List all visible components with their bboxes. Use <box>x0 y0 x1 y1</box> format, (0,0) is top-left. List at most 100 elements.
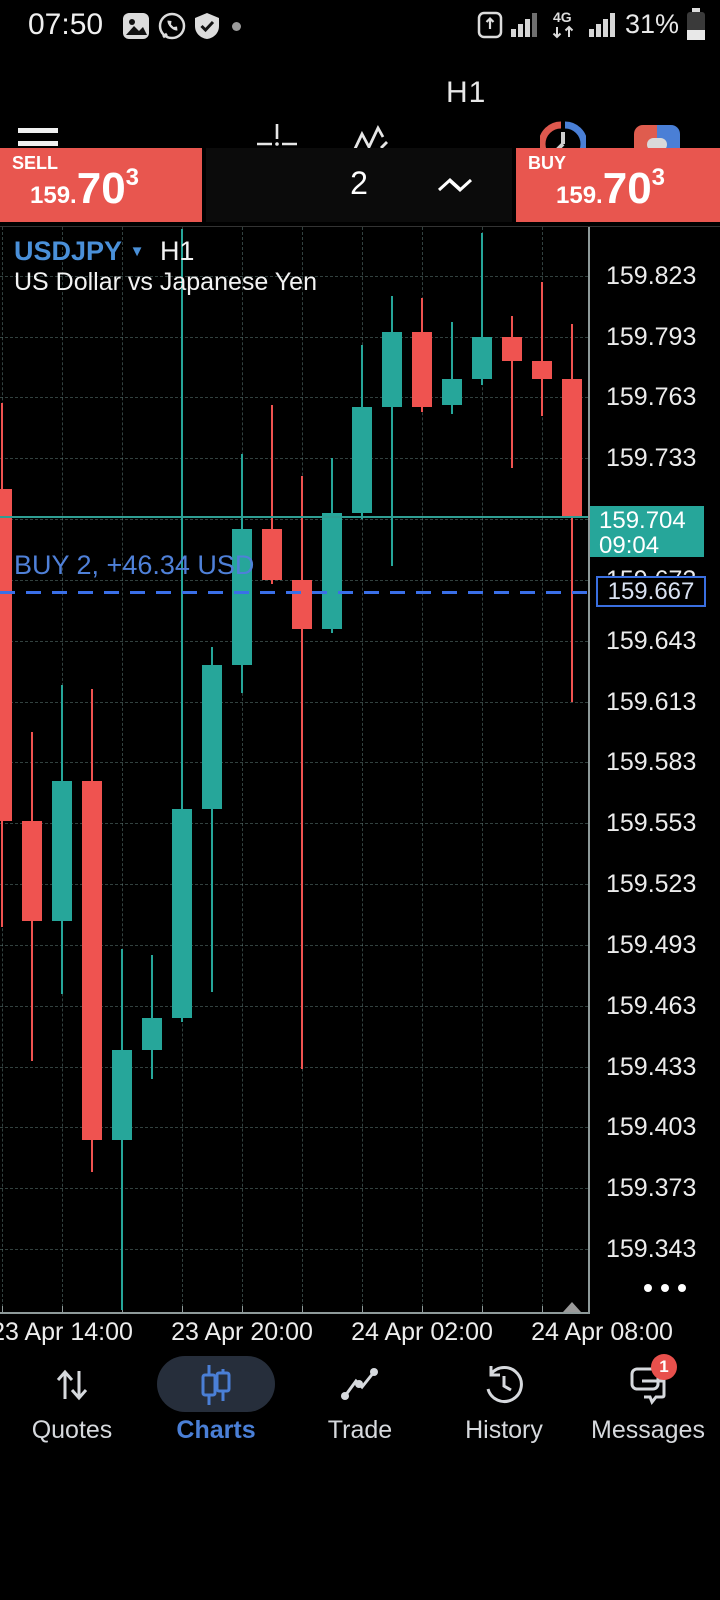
price-axis-label: 159.433 <box>606 1053 697 1081</box>
vertical-gridline <box>362 227 363 1312</box>
vertical-gridline <box>482 227 483 1312</box>
nav-label-messages: Messages <box>591 1416 705 1444</box>
horizontal-gridline <box>0 702 588 703</box>
time-tick <box>302 1306 303 1312</box>
price-axis-line[interactable] <box>588 227 590 1313</box>
whatsapp-notification-icon <box>158 12 186 40</box>
price-axis-label: 159.583 <box>606 748 697 776</box>
price-axis-label: 159.613 <box>606 688 697 716</box>
axis-menu-dots[interactable] <box>644 1284 686 1292</box>
vertical-gridline <box>122 227 123 1312</box>
symbol-dropdown-icon[interactable]: ▼ <box>129 243 145 260</box>
price-axis-label: 159.823 <box>606 262 697 290</box>
candle-wick <box>541 282 543 416</box>
vertical-gridline <box>242 227 243 1312</box>
horizontal-gridline <box>0 276 588 277</box>
time-tick <box>542 1306 543 1312</box>
candle-body <box>112 1050 132 1140</box>
candle-body <box>52 781 72 921</box>
current-price-badge: 159.704 09:04 <box>590 506 704 558</box>
horizontal-gridline <box>0 337 588 338</box>
buy-price: 159.703 <box>556 164 666 213</box>
messages-badge: 1 <box>651 1354 677 1380</box>
time-axis-line[interactable] <box>0 1312 590 1314</box>
quotes-arrows-icon <box>56 1369 88 1401</box>
time-tick <box>2 1306 3 1312</box>
data-saver-icon <box>477 11 503 39</box>
symbol-timeframe: H1 <box>159 236 195 266</box>
network-4g-icon: 4G <box>552 9 574 39</box>
horizontal-gridline <box>0 823 588 824</box>
candle-body <box>22 821 42 921</box>
nav-label-charts: Charts <box>176 1416 256 1444</box>
candle-wick <box>451 322 453 414</box>
gallery-notification-icon <box>123 13 149 39</box>
open-position-label[interactable]: BUY 2, +46.34 USD <box>14 550 255 580</box>
price-axis-label: 159.643 <box>606 627 697 655</box>
volume-increase-button[interactable] <box>420 169 480 201</box>
candle-wick <box>271 405 273 584</box>
candle-body <box>412 332 432 407</box>
candle-wick <box>211 647 213 992</box>
chart-top-border <box>0 226 720 227</box>
symbol-description: US Dollar vs Japanese Yen <box>14 268 317 296</box>
candle-wick <box>181 229 183 1022</box>
charts-candles-icon <box>201 1365 231 1405</box>
nav-label-quotes: Quotes <box>31 1416 113 1444</box>
candle-body <box>262 529 282 580</box>
price-axis-label: 159.763 <box>606 383 697 411</box>
notification-dot-icon <box>232 22 241 31</box>
nav-item-quotes[interactable]: Quotes <box>0 1352 144 1468</box>
crosshair-icon[interactable] <box>255 122 299 166</box>
candle-wick <box>481 233 483 385</box>
horizontal-gridline <box>0 1067 588 1068</box>
candle-body <box>172 809 192 1018</box>
time-tick <box>422 1306 423 1312</box>
symbol-name[interactable]: USDJPY <box>14 236 123 266</box>
sell-price: 159.703 <box>30 164 140 213</box>
timeframe-button[interactable]: H1 <box>446 76 487 109</box>
current-price-value: 159.704 <box>599 507 686 534</box>
time-tick <box>182 1306 183 1312</box>
nav-item-messages[interactable]: 1 Messages <box>576 1352 720 1468</box>
vertical-gridline <box>422 227 423 1312</box>
horizontal-gridline <box>0 945 588 946</box>
nav-item-charts[interactable]: Charts <box>144 1352 288 1468</box>
price-axis-label: 159.403 <box>606 1113 697 1141</box>
time-axis-label: 24 Apr 08:00 <box>531 1318 673 1346</box>
sell-label: SELL <box>12 153 59 173</box>
battery-percent: 31% <box>624 8 679 39</box>
indicators-icon[interactable] <box>348 122 392 166</box>
candle-body <box>442 379 462 405</box>
current-price-line <box>0 516 588 518</box>
horizontal-gridline <box>0 884 588 885</box>
signal-bars-sim2-icon <box>588 13 615 37</box>
candle-wick <box>151 955 153 1079</box>
price-axis-label: 159.523 <box>606 870 697 898</box>
buy-button[interactable]: BUY 159.703 <box>516 148 720 222</box>
status-bar: 07:50 <box>0 0 720 48</box>
time-axis-label: 24 Apr 02:00 <box>351 1318 493 1346</box>
symbol-header[interactable]: USDJPY ▼ H1 <box>14 236 194 267</box>
nav-item-trade[interactable]: Trade <box>288 1352 432 1468</box>
vertical-gridline <box>542 227 543 1312</box>
price-axis-label: 159.343 <box>606 1235 697 1263</box>
android-navigation-bar <box>0 1470 720 1600</box>
nav-label-trade: Trade <box>327 1416 393 1444</box>
time-tick <box>362 1306 363 1312</box>
candle-body <box>382 332 402 407</box>
horizontal-gridline <box>0 519 588 520</box>
price-axis-label: 159.733 <box>606 444 697 472</box>
horizontal-gridline <box>0 641 588 642</box>
volume-value[interactable]: 2 <box>350 165 368 201</box>
candle-body <box>562 379 582 517</box>
candle-wick <box>301 476 303 1069</box>
trade-panel: SELL 159.703 2 BUY 159.703 <box>0 148 720 222</box>
horizontal-gridline <box>0 1249 588 1250</box>
candle-body <box>502 337 522 361</box>
horizontal-gridline <box>0 397 588 398</box>
sell-button[interactable]: SELL 159.703 <box>0 148 202 222</box>
candle-body <box>472 337 492 379</box>
nav-item-history[interactable]: History <box>432 1352 576 1468</box>
